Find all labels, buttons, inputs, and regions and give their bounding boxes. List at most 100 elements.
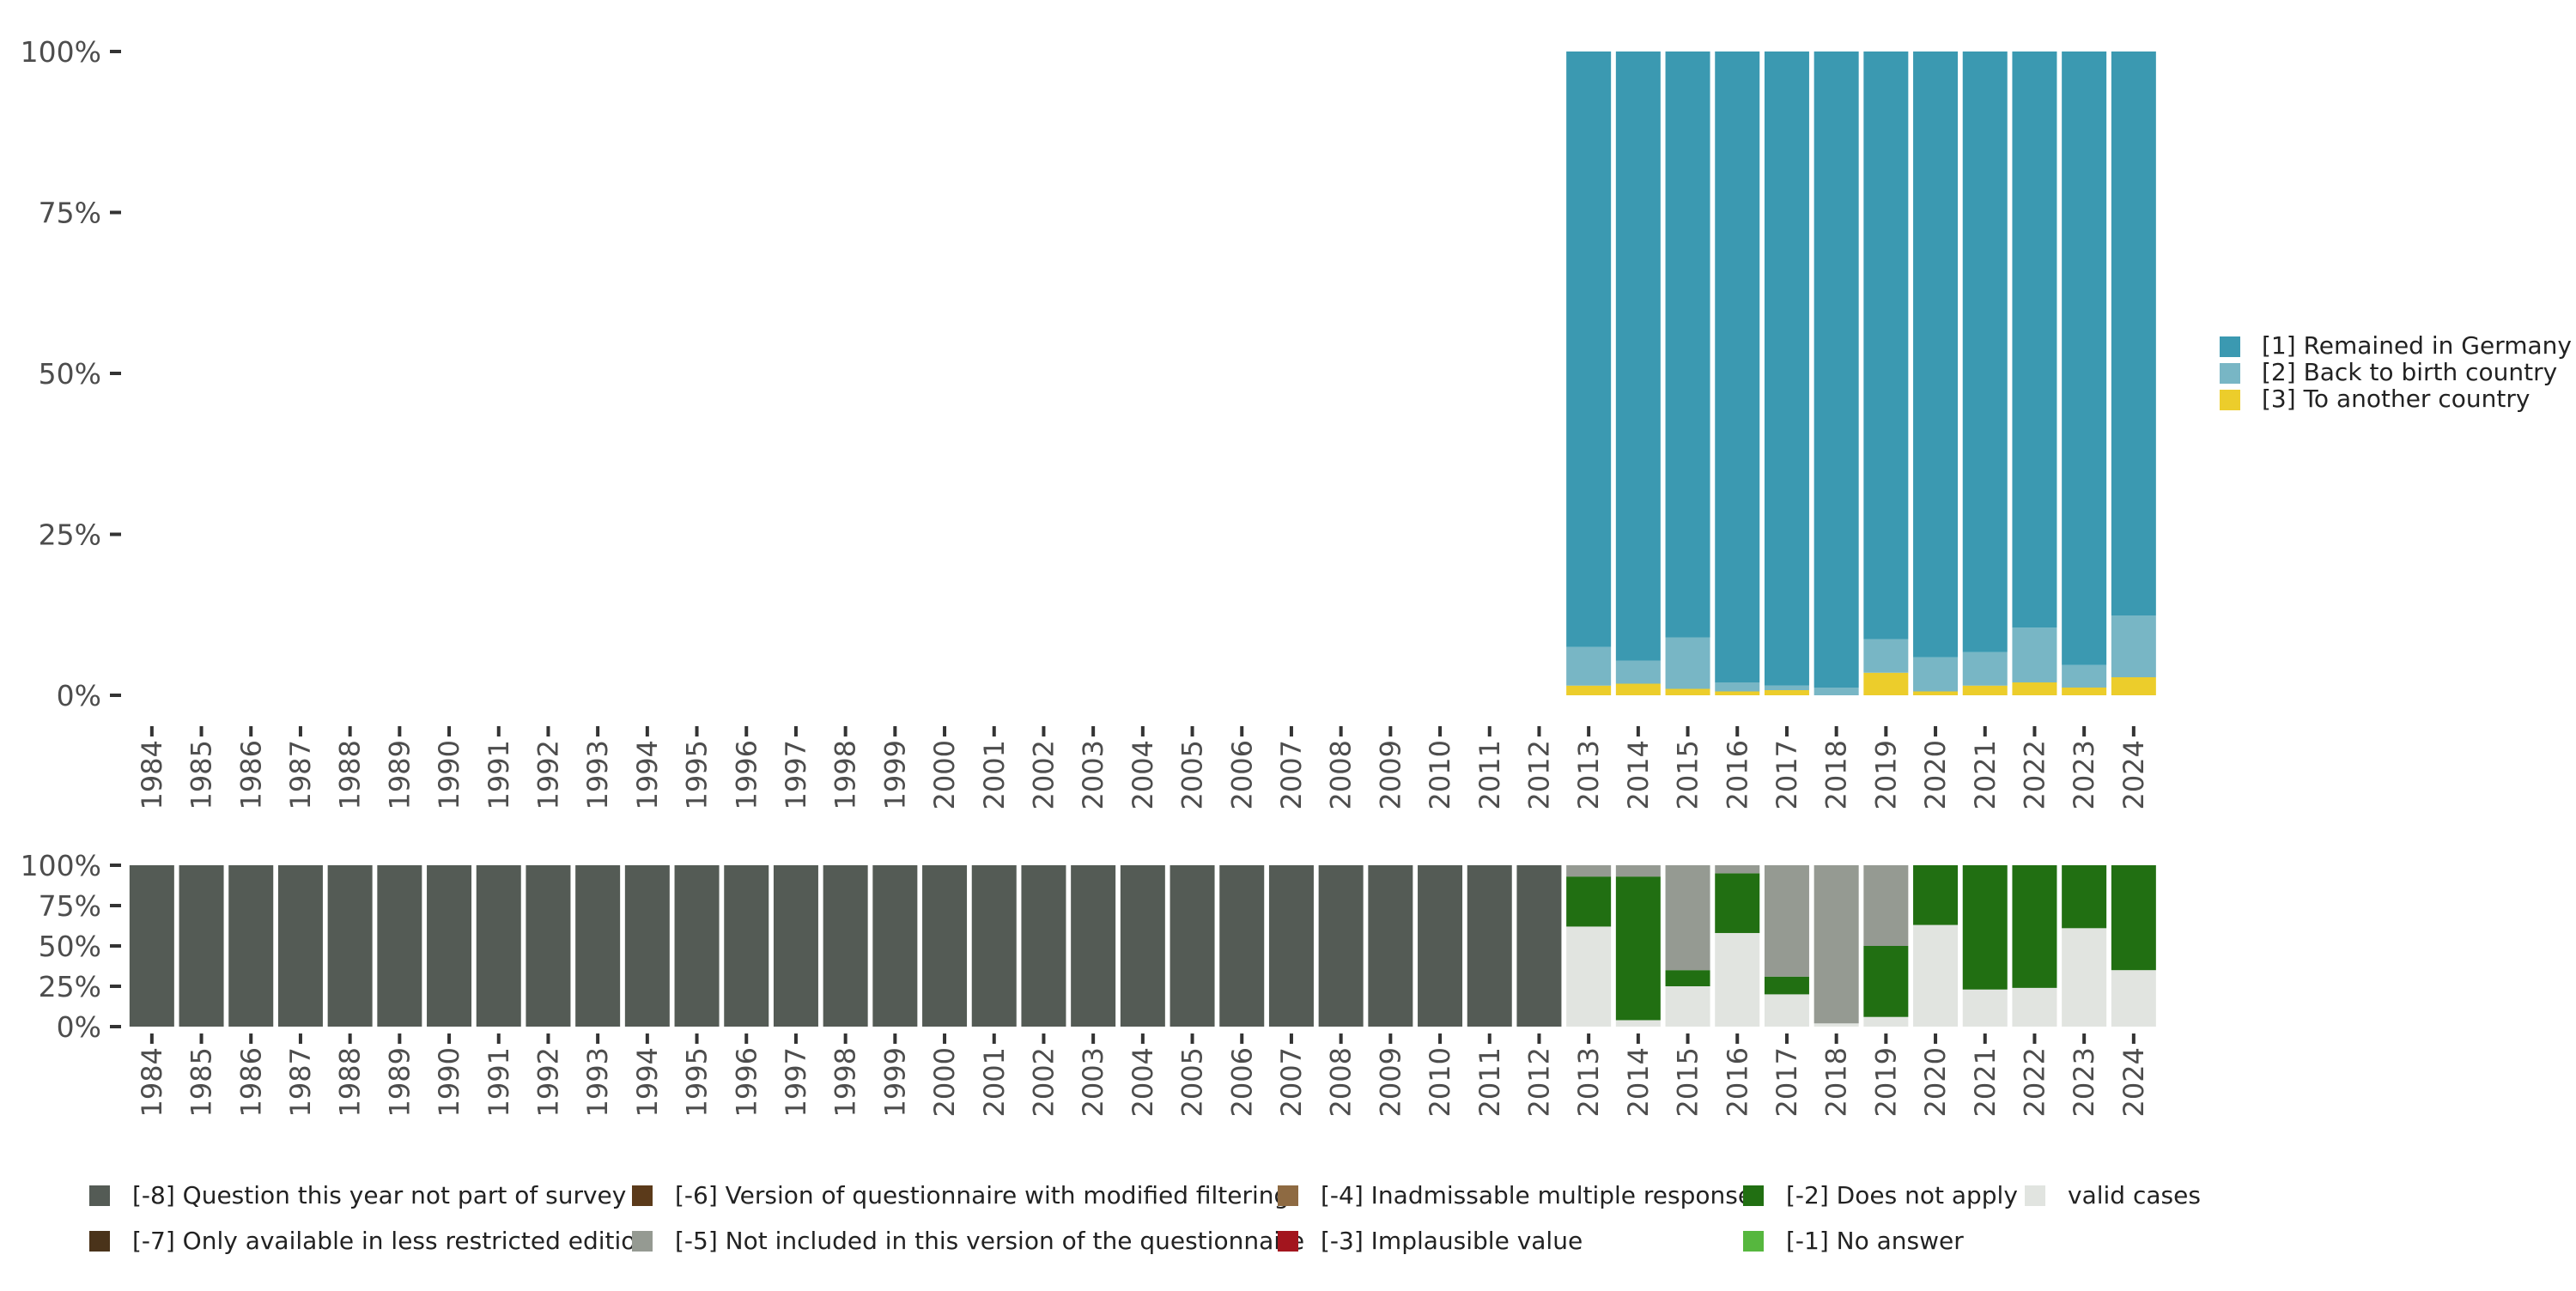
x-tick-label: 2013 [1572, 1047, 1605, 1117]
bar-segment [179, 865, 224, 1027]
x-tick-label: 1989 [383, 740, 416, 809]
bar-segment [1665, 688, 1710, 695]
bar-segment [1615, 683, 1661, 695]
x-tick-label: 2018 [1820, 1047, 1853, 1117]
bar-segment [2062, 52, 2107, 665]
x-tick-label: 2010 [1424, 740, 1456, 809]
bar-segment [2012, 987, 2057, 1027]
bar-segment [1566, 876, 1612, 927]
x-tick-label: 2016 [1721, 1047, 1753, 1117]
x-tick-label: 2020 [1919, 740, 1952, 809]
bar-segment [1566, 865, 1612, 877]
x-tick-label: 2014 [1622, 740, 1655, 809]
bottom-panel: 0% 25% 50% 75% 100% 1984 1985 1986 1987 1988 1989 1… [21, 849, 2156, 1117]
x-tick-label: 1990 [433, 1047, 465, 1117]
bar-segment [1913, 52, 1959, 658]
bar-segment [1863, 865, 1909, 946]
bar-segment [1665, 637, 1710, 689]
x-tick-label: 2014 [1622, 1047, 1655, 1117]
bar-segment [674, 865, 720, 1027]
legend-key [1278, 1185, 1298, 1206]
bar-segment [1764, 690, 1809, 695]
x-tick-label: 1994 [631, 740, 664, 809]
x-tick-label: 2012 [1522, 1047, 1555, 1117]
bar-segment [922, 865, 968, 1027]
bar-segment [1764, 52, 1809, 686]
bar-segment [327, 865, 373, 1027]
x-tick-label: 1989 [383, 1047, 416, 1117]
legend-key [1278, 1231, 1298, 1252]
legend-key [2220, 363, 2240, 384]
x-tick-label: 1993 [581, 740, 614, 809]
x-tick-label: 2024 [2117, 1047, 2150, 1117]
bar-segment [575, 865, 621, 1027]
x-tick-label: 1984 [136, 1047, 168, 1117]
bar-segment [427, 865, 472, 1027]
bar-segment [1715, 52, 1760, 682]
x-tick-label: 1994 [631, 1047, 664, 1117]
x-tick-label: 1995 [681, 1047, 714, 1117]
bar-segment [1913, 657, 1959, 692]
x-tick-label: 1986 [234, 1047, 267, 1117]
x-tick-label: 2006 [1225, 740, 1258, 809]
x-tick-label: 2024 [2117, 740, 2150, 809]
x-tick-label: 2007 [1275, 740, 1308, 809]
bar-segment [1962, 989, 2008, 1027]
y-tick-label: 50% [39, 930, 101, 963]
top-panel: 0% 25% 50% 75% 100% 1984 1985 1986 1987 1988 1989 1… [21, 35, 2156, 809]
bar-segment [1615, 865, 1661, 877]
x-tick-label: 1999 [878, 740, 911, 809]
bar-segment [2111, 615, 2156, 677]
x-tick-label: 2011 [1473, 1047, 1506, 1117]
bar-segment [1615, 52, 1661, 661]
legend-label: [-6] Version of questionnaire with modif… [675, 1181, 1289, 1209]
x-tick-label: 1984 [136, 740, 168, 809]
x-tick-label: 2019 [1869, 740, 1902, 809]
bar-segment [277, 865, 323, 1027]
bar-segment [2012, 682, 2057, 695]
bar-segment [1814, 1023, 1859, 1027]
x-tick-label: 2022 [2018, 740, 2050, 809]
bar-segment [773, 865, 818, 1027]
bar-segment [1665, 970, 1710, 986]
bar-segment [724, 865, 769, 1027]
bar-segment [129, 865, 174, 1027]
x-tick-label: 2021 [1969, 1047, 2002, 1117]
y-tick-label: 0% [57, 679, 101, 712]
bar-segment [872, 865, 918, 1027]
x-tick-label: 2000 [928, 740, 961, 809]
x-tick-label: 2015 [1672, 740, 1704, 809]
x-tick-label: 1998 [829, 1047, 862, 1117]
x-tick-label: 1986 [234, 740, 267, 809]
x-tick-label: 2001 [978, 1047, 1011, 1117]
bar-segment [476, 865, 521, 1027]
x-tick-label: 2018 [1820, 740, 1853, 809]
bar-segment [1715, 682, 1760, 692]
bar-segment [2062, 865, 2107, 929]
bar-segment [1219, 865, 1265, 1027]
legend-label: [-4] Inadmissable multiple response [1321, 1181, 1753, 1209]
bar-segment [1913, 691, 1959, 695]
bar-segment [1120, 865, 1165, 1027]
bar-segment [1021, 865, 1066, 1027]
bar-segment [1665, 865, 1710, 971]
bar-segment [2111, 677, 2156, 695]
x-tick-label: 2008 [1325, 740, 1358, 809]
x-tick-label: 2021 [1969, 740, 2002, 809]
x-tick-label: 1991 [483, 1047, 515, 1117]
legend-label: [-7] Only available in less restricted e… [132, 1227, 651, 1255]
legend-label: [-8] Question this year not part of surv… [132, 1181, 626, 1209]
x-tick-label: 2013 [1572, 740, 1605, 809]
bar-segment [1615, 660, 1661, 684]
y-tick-label: 25% [39, 970, 101, 1003]
legend-key [2220, 336, 2240, 357]
bar-segment [1467, 865, 1512, 1027]
legend-key [1743, 1185, 1764, 1206]
x-tick-label: 1987 [284, 740, 317, 809]
bar-segment [2062, 664, 2107, 688]
bar-segment [1962, 652, 2008, 686]
bar-segment [1913, 924, 1959, 1027]
x-tick-label: 2007 [1275, 1047, 1308, 1117]
